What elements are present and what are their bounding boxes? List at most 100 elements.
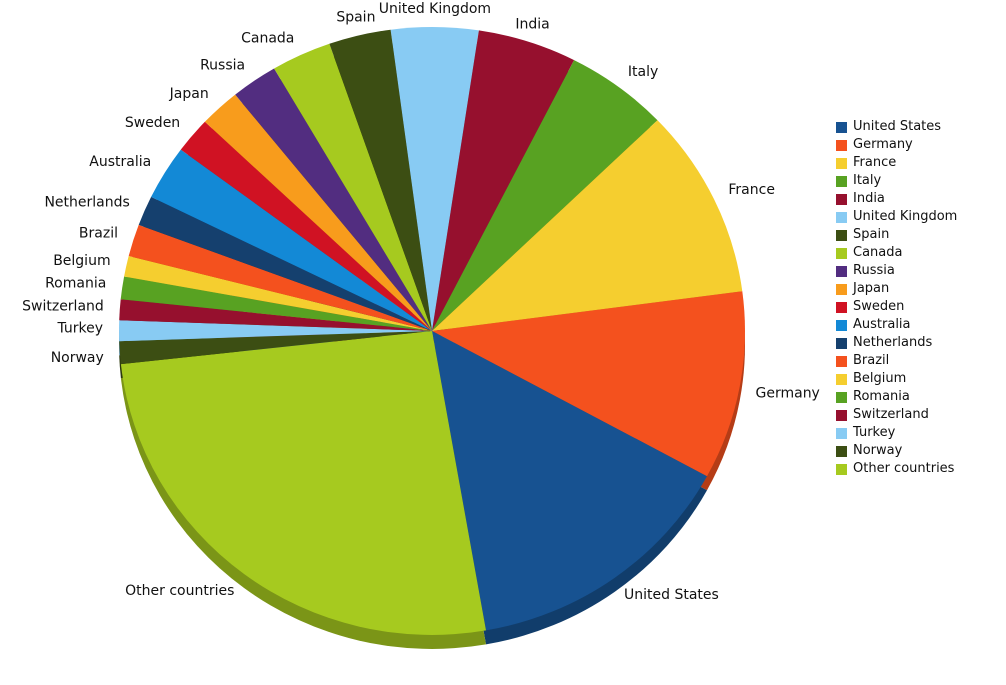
legend-swatch-italy [836, 175, 847, 187]
legend-swatch-norway [836, 445, 847, 457]
pie-slice-spain [329, 29, 432, 331]
legend-item-spain: Spain [836, 226, 957, 244]
legend-item-united-states: United States [836, 118, 957, 136]
pie-slice-canada [274, 43, 432, 332]
legend-label-italy: Italy [853, 173, 882, 188]
legend-label-romania: Romania [853, 389, 910, 404]
legend-swatch-sweden [836, 301, 847, 313]
legend-swatch-germany [836, 139, 847, 151]
legend-swatch-canada [836, 247, 847, 259]
slice-label-romania: Romania [45, 276, 106, 292]
legend-item-norway: Norway [836, 442, 957, 460]
legend-label-brazil: Brazil [853, 353, 890, 368]
slice-label-australia: Australia [89, 154, 151, 170]
legend-swatch-netherlands [836, 337, 847, 349]
legend-swatch-japan [836, 283, 847, 295]
slice-label-norway: Norway [51, 350, 104, 366]
legend-label-other-countries: Other countries [853, 461, 955, 476]
pie-slice-italy [432, 60, 658, 331]
slice-label-other-countries: Other countries [125, 583, 234, 599]
legend: United States Germany France Italy India Unit… [836, 118, 957, 478]
slice-label-canada: Canada [241, 30, 294, 46]
slice-label-sweden: Sweden [125, 115, 180, 131]
legend-item-france: France [836, 154, 957, 172]
pie-slice-russia [235, 68, 432, 331]
pie-slice-romania [120, 276, 432, 331]
pie-slice-switzerland [119, 299, 432, 331]
slice-label-turkey: Turkey [56, 321, 103, 337]
legend-item-russia: Russia [836, 262, 957, 280]
legend-label-belgium: Belgium [853, 371, 907, 386]
legend-item-united-kingdom: United Kingdom [836, 208, 957, 226]
legend-item-australia: Australia [836, 316, 957, 334]
pie-labels-group: United Kingdom India Italy France Germany Uni… [22, 1, 820, 603]
legend-swatch-turkey [836, 427, 847, 439]
legend-swatch-india [836, 193, 847, 205]
legend-swatch-russia [836, 265, 847, 277]
legend-label-india: India [853, 191, 885, 206]
legend-item-brazil: Brazil [836, 352, 957, 370]
legend-item-india: India [836, 190, 957, 208]
pie-slice-india [432, 30, 575, 332]
legend-label-germany: Germany [853, 137, 913, 152]
slice-label-united-states: United States [624, 587, 719, 603]
legend-swatch-united-states [836, 121, 847, 133]
legend-label-united-states: United States [853, 119, 942, 134]
slice-label-belgium: Belgium [53, 253, 110, 269]
legend-item-canada: Canada [836, 244, 957, 262]
legend-swatch-spain [836, 229, 847, 241]
legend-item-netherlands: Netherlands [836, 334, 957, 352]
legend-label-canada: Canada [853, 245, 903, 260]
legend-item-romania: Romania [836, 388, 957, 406]
legend-swatch-romania [836, 391, 847, 403]
legend-label-turkey: Turkey [853, 425, 896, 440]
legend-swatch-united-kingdom [836, 211, 847, 223]
legend-item-other-countries: Other countries [836, 460, 957, 478]
slice-label-france: France [728, 182, 775, 198]
pie-slice-norway [119, 331, 432, 365]
legend-label-netherlands: Netherlands [853, 335, 933, 350]
pie-slice-brazil [128, 224, 432, 331]
legend-label-russia: Russia [853, 263, 895, 278]
pie-slice-japan [204, 94, 432, 331]
pie-slice-germany [432, 291, 745, 477]
pie-slice-turkey [119, 320, 432, 342]
slice-label-germany: Germany [756, 385, 820, 401]
legend-label-united-kingdom: United Kingdom [853, 209, 958, 224]
legend-label-australia: Australia [853, 317, 911, 332]
pie-slice-other-countries [120, 331, 487, 635]
slice-label-japan: Japan [169, 86, 209, 102]
legend-item-japan: Japan [836, 280, 957, 298]
slice-label-italy: Italy [628, 64, 658, 80]
legend-swatch-belgium [836, 373, 847, 385]
legend-label-japan: Japan [853, 281, 890, 296]
legend-item-belgium: Belgium [836, 370, 957, 388]
pie-slice-australia [151, 149, 432, 331]
slice-label-russia: Russia [200, 58, 245, 74]
legend-item-germany: Germany [836, 136, 957, 154]
legend-swatch-other-countries [836, 463, 847, 475]
slice-label-india: India [515, 16, 549, 32]
slice-label-brazil: Brazil [79, 226, 118, 242]
legend-item-sweden: Sweden [836, 298, 957, 316]
legend-label-switzerland: Switzerland [853, 407, 929, 422]
legend-swatch-switzerland [836, 409, 847, 421]
pie-slice-united-kingdom [390, 27, 479, 331]
pie-slice-sweden [180, 121, 432, 331]
legend-swatch-france [836, 157, 847, 169]
pie-slice-belgium [124, 256, 432, 331]
pie-slice-france [432, 120, 743, 331]
pie-slice-united-states [432, 331, 707, 631]
pie-slice-netherlands [138, 196, 432, 331]
legend-label-norway: Norway [853, 443, 903, 458]
slice-label-switzerland: Switzerland [22, 299, 104, 315]
legend-label-sweden: Sweden [853, 299, 905, 314]
slice-label-spain: Spain [336, 10, 375, 26]
legend-item-italy: Italy [836, 172, 957, 190]
legend-swatch-brazil [836, 355, 847, 367]
slice-label-netherlands: Netherlands [44, 194, 129, 210]
legend-item-switzerland: Switzerland [836, 406, 957, 424]
slice-label-united-kingdom: United Kingdom [379, 1, 491, 17]
